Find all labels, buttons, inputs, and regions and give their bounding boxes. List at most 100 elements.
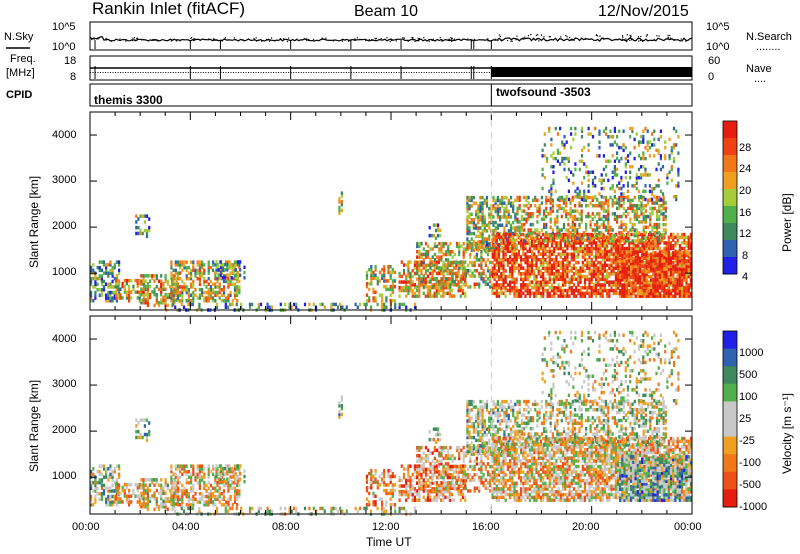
nave-dot xyxy=(300,72,302,73)
power-echo xyxy=(172,279,175,284)
power-echo xyxy=(548,291,551,296)
nsearch-dot xyxy=(423,37,425,39)
power-echo xyxy=(610,286,613,290)
power-echo xyxy=(160,290,163,294)
nave-dot xyxy=(458,72,460,73)
power-echo xyxy=(610,252,613,256)
power-echo xyxy=(588,263,591,268)
power-echo xyxy=(520,288,523,293)
power-echo xyxy=(614,288,617,293)
power-echo xyxy=(674,291,677,296)
power-echo xyxy=(606,277,609,282)
power-echo xyxy=(643,249,646,254)
power-echo xyxy=(522,258,525,262)
power-echo xyxy=(429,258,432,262)
power-echo xyxy=(616,264,619,269)
power-echo xyxy=(562,239,566,243)
power-echo xyxy=(672,260,675,265)
power-echo xyxy=(652,278,655,282)
power-echo xyxy=(483,237,486,241)
power-echo xyxy=(100,279,103,284)
power-echo xyxy=(497,263,501,268)
power-echo xyxy=(603,283,606,287)
power-echo xyxy=(631,206,634,211)
power-echo xyxy=(563,167,566,172)
power-echo xyxy=(689,264,692,269)
power-echo xyxy=(100,268,103,273)
nsearch-dot xyxy=(625,38,627,40)
power-echo xyxy=(621,289,624,293)
power-echo xyxy=(542,246,545,251)
power-echo xyxy=(550,266,554,270)
power-echo xyxy=(603,246,606,251)
power-echo xyxy=(546,255,549,259)
power-echo xyxy=(597,272,600,276)
power-echo xyxy=(198,268,201,273)
power-echo xyxy=(411,283,414,287)
power-echo xyxy=(589,201,592,205)
power-echo xyxy=(614,249,617,254)
power-echo xyxy=(680,275,684,279)
power-echo xyxy=(655,201,659,205)
power-echo xyxy=(680,294,684,298)
power-echo xyxy=(516,220,519,224)
nave-dot xyxy=(298,72,300,73)
power-echo xyxy=(599,269,602,273)
power-echo xyxy=(469,252,472,257)
power-echo xyxy=(438,247,441,251)
power-echo xyxy=(550,283,554,287)
nsearch-dot xyxy=(375,37,377,39)
power-echo xyxy=(105,265,108,270)
power-echo xyxy=(92,299,95,303)
power-echo xyxy=(502,241,505,245)
power-echo xyxy=(484,260,487,265)
power-echo xyxy=(557,286,560,290)
power-echo xyxy=(420,277,423,281)
power-echo xyxy=(493,249,496,254)
power-echo xyxy=(531,286,534,290)
power-echo xyxy=(181,279,184,284)
power-echo xyxy=(637,175,641,180)
nave-dot xyxy=(182,72,184,73)
power-echo xyxy=(113,296,116,300)
power-echo xyxy=(672,143,676,147)
power-echo xyxy=(411,288,414,293)
power-echo xyxy=(499,215,502,219)
power-echo xyxy=(593,231,597,235)
power-echo xyxy=(609,233,612,238)
power-echo xyxy=(555,274,558,279)
power-echo xyxy=(657,162,660,166)
power-echo xyxy=(528,291,531,296)
power-echo xyxy=(513,291,516,296)
power-echo xyxy=(172,293,175,297)
power-echo xyxy=(647,261,650,266)
power-echo xyxy=(447,250,450,254)
power-echo xyxy=(565,198,568,203)
nsearch-dot xyxy=(375,39,377,41)
nsearch-dot xyxy=(545,40,547,42)
power-echo xyxy=(596,222,599,227)
power-echo xyxy=(437,226,440,230)
power-echo xyxy=(633,233,636,238)
power-echo xyxy=(257,305,260,309)
power-echo xyxy=(111,299,114,303)
power-echo xyxy=(620,204,623,208)
power-echo xyxy=(661,165,665,169)
power-echo xyxy=(466,237,469,241)
power-echo xyxy=(105,268,108,273)
power-echo xyxy=(236,299,239,303)
power-echo xyxy=(497,246,501,251)
power-echo xyxy=(574,228,577,232)
power-echo xyxy=(669,274,673,279)
power-echo xyxy=(550,294,554,298)
power-echo xyxy=(553,235,556,240)
power-echo xyxy=(600,233,603,238)
power-echo xyxy=(514,215,517,219)
nsearch-dot xyxy=(441,40,443,42)
power-echo xyxy=(504,280,507,284)
power-echo xyxy=(369,305,373,309)
power-echo xyxy=(678,294,681,298)
power-echo xyxy=(528,241,531,245)
power-echo xyxy=(627,239,630,243)
power-echo xyxy=(607,225,610,230)
